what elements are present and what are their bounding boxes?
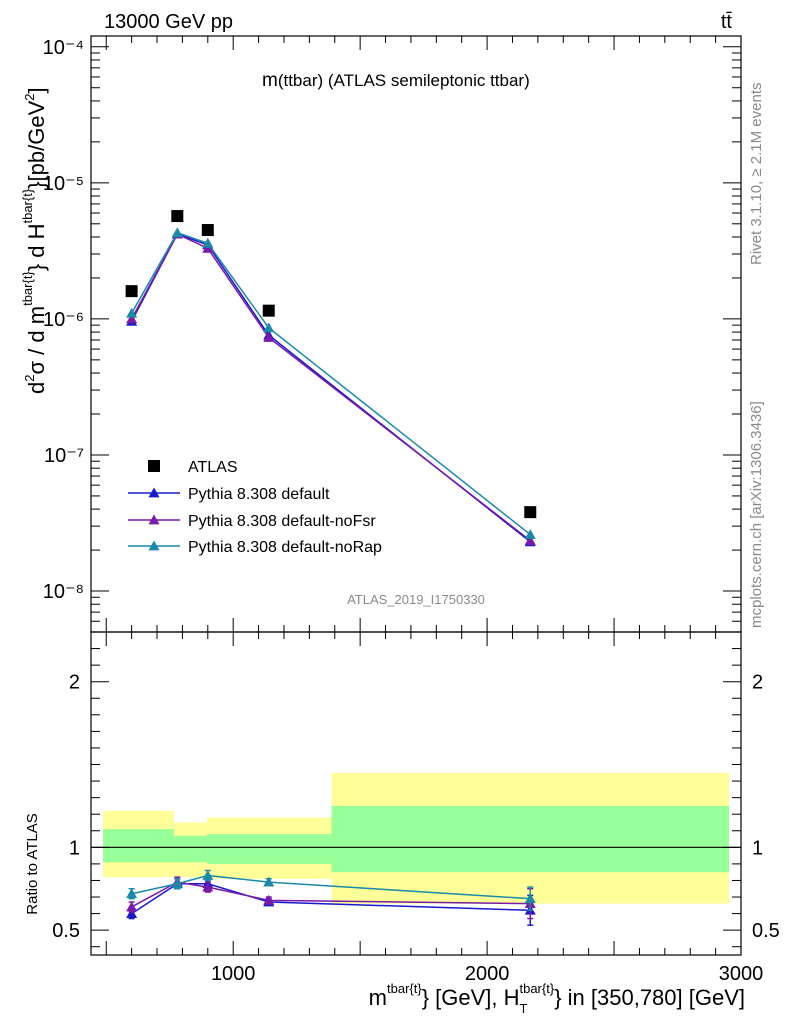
ratio-point-2-4 <box>524 893 536 904</box>
ratio-point-2-3 <box>263 876 275 887</box>
ratio-point-1-3 <box>263 894 275 905</box>
xlabel-sup2: tbar{t} <box>519 981 554 996</box>
chart-title-rest: (ttbar) (ATLAS semileptonic ttbar) <box>278 71 530 90</box>
ratio-ytick-label-0: 0.5 <box>52 920 80 942</box>
rivet-label: Rivet 3.1.10, ≥ 2.1M events <box>748 83 765 266</box>
atlas-point-0 <box>125 285 138 298</box>
series-0 <box>125 210 537 519</box>
axis-tick-labels: 1000 2000 3000 10⁻⁸ 10⁻⁷ 10⁻⁶ 10⁻⁵ 10⁻⁴ 0.5 0.5 1 1… <box>43 37 780 985</box>
data-series <box>125 210 537 926</box>
series-2-point-0 <box>126 313 138 324</box>
ytick-label-0: 10⁻⁸ <box>43 581 84 603</box>
ytick-label-4: 10⁻⁴ <box>43 37 84 59</box>
ytick-label-2: 10⁻⁶ <box>43 309 84 331</box>
series-3-point-3 <box>263 322 275 333</box>
legend-label-0: ATLAS <box>188 459 238 476</box>
ratio-point-2-1 <box>171 878 183 889</box>
band-inner-3 <box>331 805 729 873</box>
legend: ATLAS Pythia 8.308 default Pythia 8.308 de… <box>128 459 382 556</box>
bottom-ylabel: Ratio to ATLAS <box>24 813 41 914</box>
legend-item-3: Pythia 8.308 default-noRap <box>128 539 382 556</box>
series-3-point-2 <box>202 237 214 248</box>
site-label: mcplots.cern.ch [arXiv:1306.3436] <box>748 401 765 628</box>
legend-item-0: ATLAS <box>148 459 238 476</box>
energy-label: 13000 GeV pp <box>104 11 233 33</box>
xtick-label-1000: 1000 <box>211 963 256 985</box>
ratio-point-0-0 <box>126 908 138 918</box>
legend-label-2: Pythia 8.308 default-noFsr <box>188 513 376 530</box>
process-label: tt̄ <box>721 11 733 33</box>
atlas-point-3 <box>262 304 275 317</box>
series-2-point-2 <box>202 242 214 253</box>
xlabel-m: m <box>369 985 387 1010</box>
legend-marker-1 <box>148 487 160 498</box>
top-ylabel: d2σ / d mtbar{t}} d Htbar{t}}[pb/GeV2] <box>20 87 49 394</box>
chart-title: m(ttbar) (ATLAS semileptonic ttbar) <box>262 70 530 91</box>
legend-marker-2 <box>148 514 160 525</box>
ratio-point-1-0 <box>126 901 138 912</box>
xlabel-sup1: tbar{t} <box>387 981 422 996</box>
legend-item-1: Pythia 8.308 default <box>128 486 330 503</box>
ratio-series-2 <box>126 869 536 912</box>
ratio-point-2-2 <box>202 869 214 880</box>
axis-ticks <box>91 36 742 955</box>
ratio-ytick-label-1: 1 <box>69 837 80 859</box>
uncertainty-bands <box>103 772 729 904</box>
xlabel-mid: } [GeV], H <box>422 985 520 1010</box>
ratio-point-2-0 <box>126 888 138 899</box>
xtick-label-3000: 3000 <box>719 963 764 985</box>
xlabel-sub: T <box>520 1001 528 1016</box>
ratio-ytick-label-right-2: 2 <box>752 672 763 694</box>
svg-text:d2σ / d mtbar{t}} d Htbar{t}}[: d2σ / d mtbar{t}} d Htbar{t}}[pb/GeV2] <box>20 87 49 394</box>
plot-frames <box>90 35 742 956</box>
legend-label-3: Pythia 8.308 default-noRap <box>188 539 382 556</box>
series-2-point-4 <box>524 535 536 545</box>
chart-title-main: m <box>262 70 278 91</box>
legend-marker-0 <box>148 460 160 472</box>
ytick-label-3: 10⁻⁵ <box>43 173 84 195</box>
legend-label-1: Pythia 8.308 default <box>188 486 330 503</box>
ratio-ytick-label-2: 2 <box>69 672 80 694</box>
xlabel-end: } in [350,780] [GeV] <box>554 985 745 1010</box>
xtick-label-2000: 2000 <box>465 963 510 985</box>
atlas-point-4 <box>524 506 537 519</box>
ratio-ytick-label-right-0: 0.5 <box>752 920 780 942</box>
series-3 <box>126 227 536 539</box>
series-2-point-3 <box>263 332 275 342</box>
band-inner-0 <box>103 829 175 863</box>
legend-marker-3 <box>148 540 160 551</box>
series-3-point-0 <box>126 307 138 318</box>
ratio-point-1-2 <box>202 881 214 892</box>
atlas-point-2 <box>201 224 214 237</box>
ratio-ytick-label-right-1: 1 <box>752 837 763 859</box>
ratio-series-1 <box>126 876 536 920</box>
xlabel: mtbar{t}} [GeV], HTtbar{t}} in [350,780]… <box>369 981 745 1016</box>
ytick-label-1: 10⁻⁷ <box>44 445 84 467</box>
band-inner-2 <box>207 834 332 864</box>
band-inner-1 <box>174 835 208 863</box>
bottom-panel-frame <box>90 631 742 956</box>
legend-item-2: Pythia 8.308 default-noFsr <box>128 513 376 530</box>
series-3-point-1 <box>171 227 183 238</box>
series-3-point-4 <box>524 529 536 539</box>
atlas-point-1 <box>171 210 184 223</box>
analysis-label: ATLAS_2019_I1750330 <box>347 592 485 607</box>
